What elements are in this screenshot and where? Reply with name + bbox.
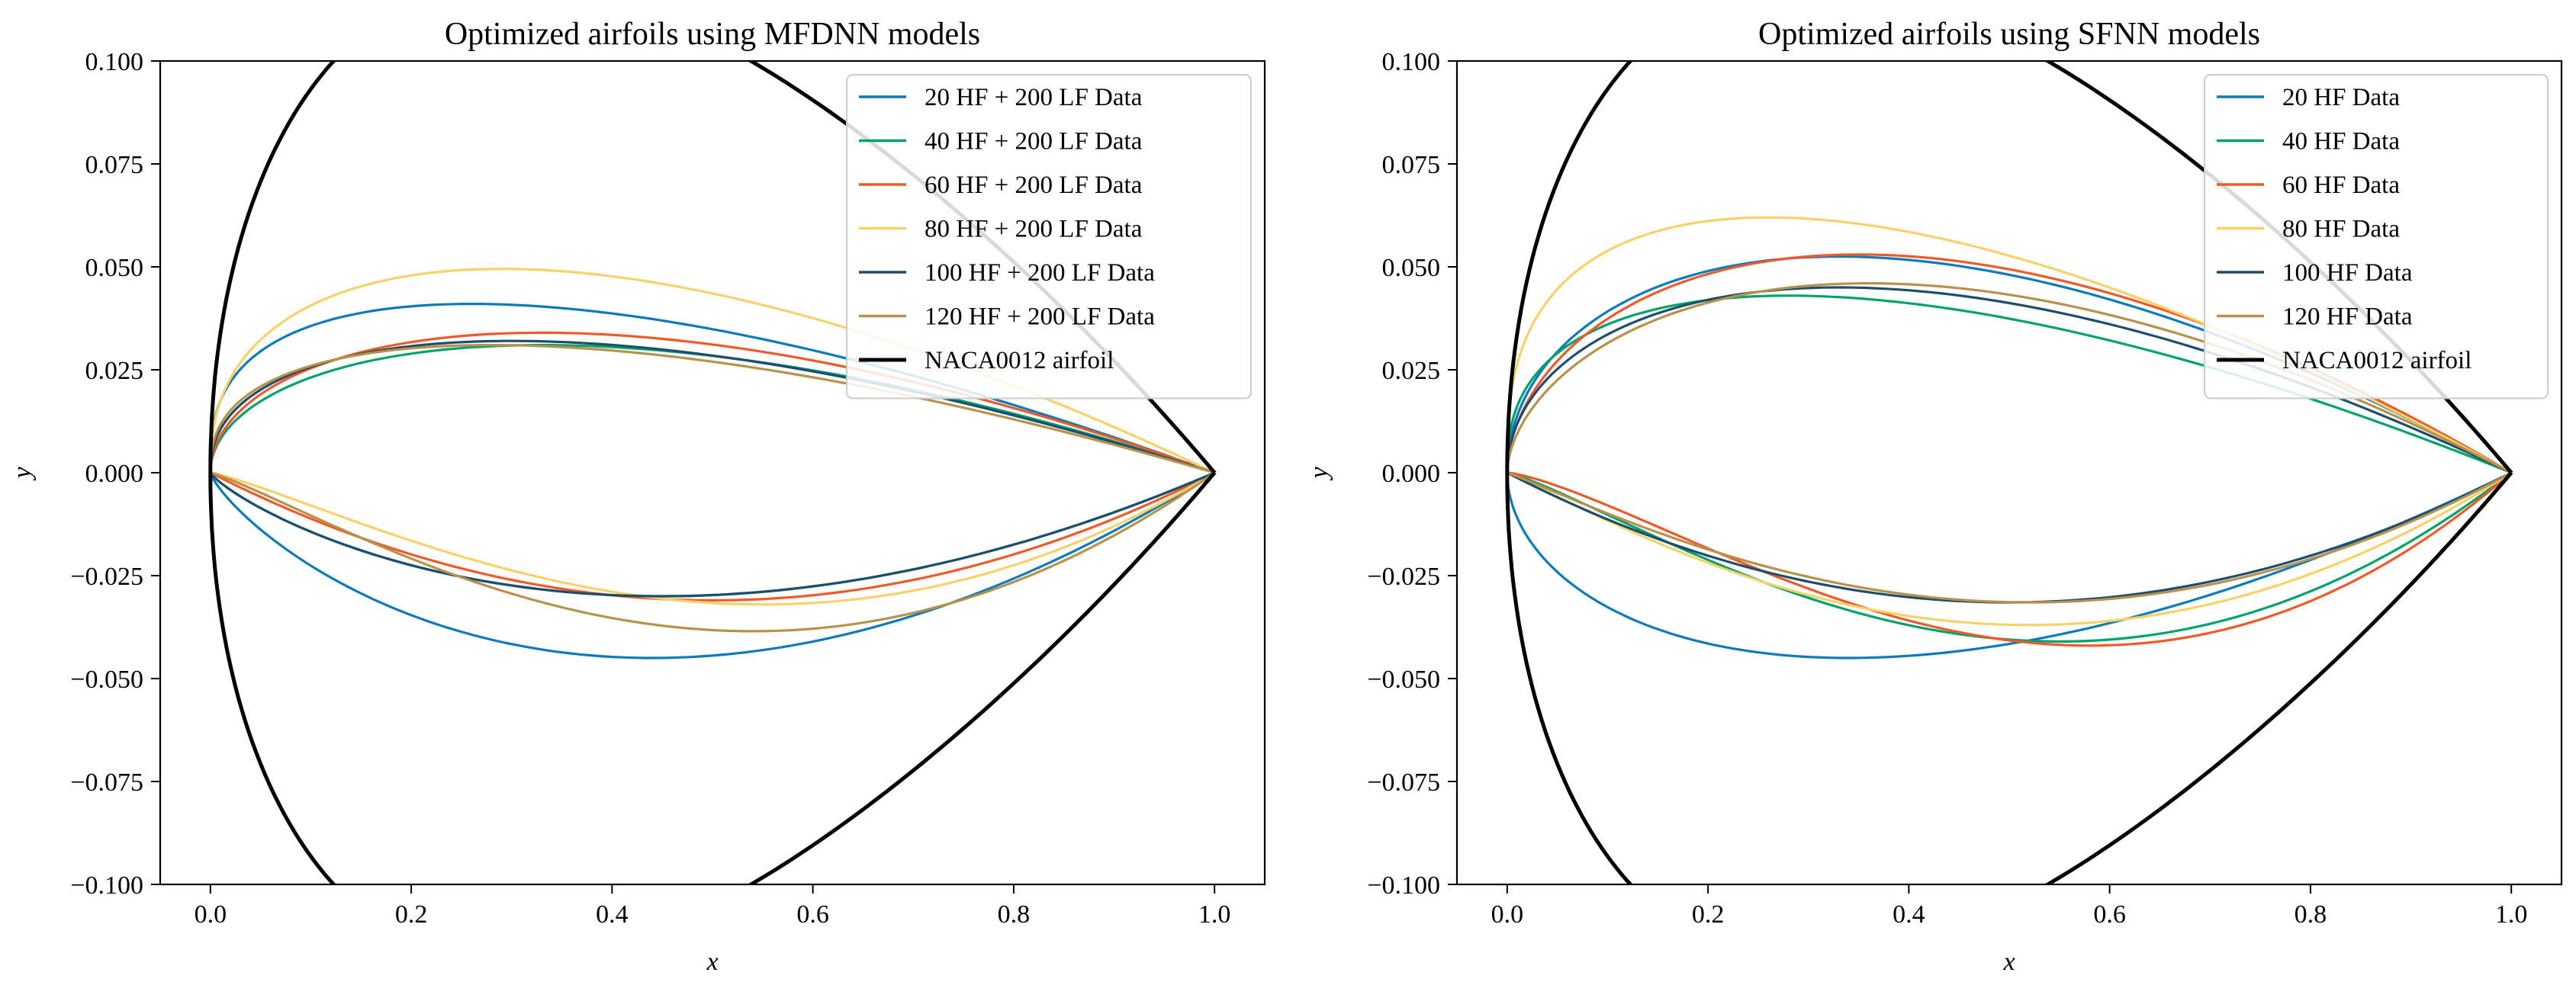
- y-tick-label: −0.025: [1367, 563, 1440, 591]
- y-tick-label: −0.050: [70, 666, 143, 694]
- y-tick-label: 0.050: [1382, 254, 1441, 282]
- legend-entry: 100 HF Data: [2282, 259, 2413, 287]
- x-tick-label: 0.0: [195, 900, 227, 929]
- legend-entry: NACA0012 airfoil: [925, 347, 1114, 374]
- x-axis-label: x: [706, 948, 718, 976]
- y-tick-label: −0.100: [1367, 871, 1440, 900]
- legend-entry: 60 HF Data: [2282, 172, 2400, 199]
- legend: 20 HF Data 40 HF Data 60 HF Data 80 HF Data…: [2204, 74, 2549, 400]
- legend-entry: 40 HF + 200 LF Data: [925, 128, 1143, 156]
- y-tick-label: 0.100: [1382, 48, 1441, 76]
- y-tick-label: 0.050: [85, 254, 144, 282]
- y-tick-label: 0.075: [1382, 151, 1441, 179]
- legend-entry: 60 HF + 200 LF Data: [925, 172, 1143, 199]
- legend-entry: 80 HF + 200 LF Data: [925, 216, 1143, 243]
- x-tick-label: 0.4: [1893, 900, 1925, 929]
- legend: 20 HF + 200 LF Data 40 HF + 200 LF Data 60…: [846, 74, 1252, 400]
- x-tick-label: 0.8: [2295, 900, 2327, 929]
- legend-box: [2204, 74, 2549, 400]
- y-tick-label: −0.075: [70, 769, 143, 797]
- legend-entry: 80 HF Data: [2282, 216, 2400, 243]
- y-tick-label: 0.025: [85, 357, 144, 385]
- x-tick-label: 0.0: [1491, 900, 1524, 929]
- y-tick-label: 0.100: [85, 48, 144, 76]
- legend-entry: NACA0012 airfoil: [2282, 347, 2471, 374]
- y-axis-label: y: [8, 467, 37, 481]
- y-tick-label: −0.100: [70, 871, 143, 900]
- y-tick-label: 0.025: [1382, 357, 1441, 385]
- x-axis-label: x: [2002, 948, 2015, 976]
- x-tick-label: 0.2: [1692, 900, 1725, 929]
- legend-box: [846, 74, 1252, 400]
- x-tick-label: 0.2: [395, 900, 428, 929]
- x-tick-label: 0.6: [796, 900, 829, 929]
- legend-entry: 20 HF + 200 LF Data: [925, 84, 1143, 111]
- y-tick-label: −0.025: [70, 563, 143, 591]
- x-tick-label: 0.4: [596, 900, 629, 929]
- legend-entry: 20 HF Data: [2282, 84, 2400, 111]
- y-tick-label: 0.075: [85, 151, 144, 179]
- legend-entry: 40 HF Data: [2282, 128, 2400, 156]
- legend-entry: 120 HF + 200 LF Data: [925, 303, 1155, 331]
- chart-title: Optimized airfoils using SFNN models: [1758, 17, 2260, 52]
- y-tick-label: 0.000: [85, 460, 144, 488]
- y-tick-label: −0.050: [1367, 666, 1440, 694]
- x-tick-label: 1.0: [2495, 900, 2528, 929]
- x-tick-label: 0.8: [998, 900, 1031, 929]
- legend-entry: 120 HF Data: [2282, 303, 2413, 331]
- chart-1: Optimized airfoils using MFDNN models 0.0…: [8, 17, 1266, 976]
- chart-title: Optimized airfoils using MFDNN models: [445, 17, 980, 52]
- y-tick-label: −0.075: [1367, 769, 1440, 797]
- y-tick-label: 0.000: [1382, 460, 1441, 488]
- legend-entry: 100 HF + 200 LF Data: [925, 259, 1155, 287]
- x-tick-label: 1.0: [1198, 900, 1231, 929]
- x-tick-label: 0.6: [2093, 900, 2126, 929]
- y-axis-label: y: [1305, 467, 1333, 481]
